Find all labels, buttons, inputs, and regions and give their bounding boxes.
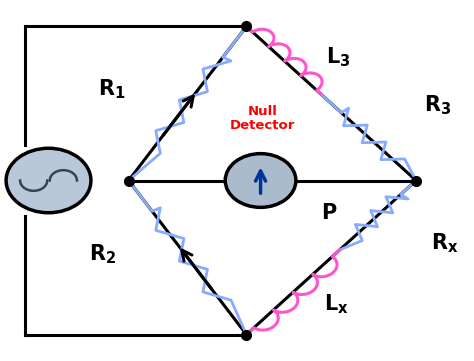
Text: Null
Detector: Null Detector	[230, 105, 296, 132]
Circle shape	[225, 154, 296, 207]
Text: $\mathbf{R_{x}}$: $\mathbf{R_{x}}$	[430, 231, 458, 255]
Text: $\mathbf{R_{2}}$: $\mathbf{R_{2}}$	[89, 242, 116, 266]
Text: $\mathbf{L_{x}}$: $\mathbf{L_{x}}$	[324, 292, 348, 316]
Text: $\mathbf{R_{1}}$: $\mathbf{R_{1}}$	[99, 77, 126, 101]
Text: $\mathbf{P}$: $\mathbf{P}$	[321, 203, 337, 223]
Text: $\mathbf{R_{3}}$: $\mathbf{R_{3}}$	[424, 93, 451, 117]
Circle shape	[6, 148, 91, 213]
Text: $\mathbf{L_{3}}$: $\mathbf{L_{3}}$	[326, 45, 351, 69]
